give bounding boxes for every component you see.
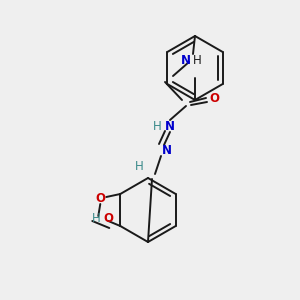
Text: O: O: [95, 193, 105, 206]
Text: N: N: [162, 145, 172, 158]
Text: O: O: [209, 92, 219, 106]
Text: H: H: [135, 160, 143, 173]
Text: H: H: [92, 212, 101, 224]
Text: N: N: [181, 53, 191, 67]
Text: O: O: [103, 212, 113, 224]
Text: H: H: [193, 53, 201, 67]
Text: N: N: [165, 119, 175, 133]
Text: H: H: [153, 119, 161, 133]
